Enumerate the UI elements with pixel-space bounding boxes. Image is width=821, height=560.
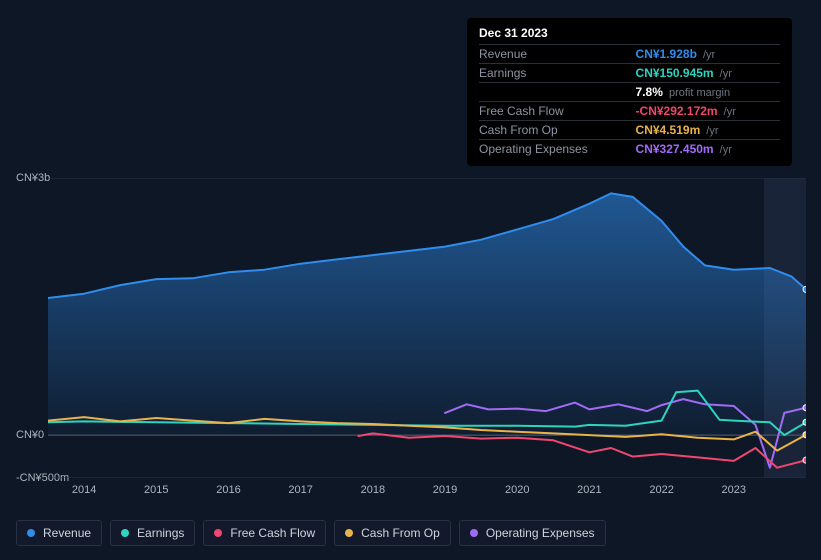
- tooltip-metric-value: -CN¥292.172m /yr: [636, 102, 780, 121]
- tooltip-metric-label: Revenue: [479, 45, 636, 64]
- legend-dot: [27, 529, 35, 537]
- legend-item-operating-expenses[interactable]: Operating Expenses: [459, 520, 606, 546]
- x-axis-tick-label: 2021: [577, 484, 601, 496]
- y-axis-tick-label: CN¥3b: [16, 172, 50, 184]
- tooltip-row: 7.8% profit margin: [479, 83, 780, 102]
- legend-item-free-cash-flow[interactable]: Free Cash Flow: [203, 520, 326, 546]
- tooltip-metric-label: Earnings: [479, 64, 636, 83]
- tooltip-metric-label: [479, 83, 636, 102]
- legend-item-revenue[interactable]: Revenue: [16, 520, 102, 546]
- tooltip-metric-label: Cash From Op: [479, 121, 636, 140]
- chart-plot-area[interactable]: [48, 178, 806, 478]
- legend-item-cash-from-op[interactable]: Cash From Op: [334, 520, 451, 546]
- tooltip-row: Free Cash Flow-CN¥292.172m /yr: [479, 102, 780, 121]
- data-tooltip: Dec 31 2023 RevenueCN¥1.928b /yrEarnings…: [467, 18, 792, 166]
- x-axis-tick-label: 2015: [144, 484, 168, 496]
- chart-legend: Revenue Earnings Free Cash Flow Cash From O…: [16, 520, 606, 546]
- legend-dot: [214, 529, 222, 537]
- legend-label: Operating Expenses: [486, 526, 595, 540]
- x-axis-tick-label: 2020: [505, 484, 529, 496]
- tooltip-row: Cash From OpCN¥4.519m /yr: [479, 121, 780, 140]
- legend-dot: [470, 529, 478, 537]
- tooltip-metric-value: CN¥150.945m /yr: [636, 64, 780, 83]
- x-axis-tick-label: 2019: [433, 484, 457, 496]
- legend-label: Revenue: [43, 526, 91, 540]
- legend-label: Cash From Op: [361, 526, 440, 540]
- financials-chart: CN¥3bCN¥0-CN¥500m 2014201520162017201820…: [16, 158, 806, 488]
- tooltip-metric-value: 7.8% profit margin: [636, 83, 780, 102]
- legend-dot: [345, 529, 353, 537]
- tooltip-metric-label: Free Cash Flow: [479, 102, 636, 121]
- tooltip-metric-value: CN¥4.519m /yr: [636, 121, 780, 140]
- legend-label: Free Cash Flow: [230, 526, 315, 540]
- legend-label: Earnings: [137, 526, 184, 540]
- tooltip-metric-label: Operating Expenses: [479, 140, 636, 159]
- x-axis-tick-label: 2016: [216, 484, 240, 496]
- x-axis-tick-label: 2023: [722, 484, 746, 496]
- tooltip-metric-value: CN¥327.450m /yr: [636, 140, 780, 159]
- tooltip-row: RevenueCN¥1.928b /yr: [479, 45, 780, 64]
- tooltip-table: RevenueCN¥1.928b /yrEarningsCN¥150.945m …: [479, 44, 780, 158]
- tooltip-row: Operating ExpensesCN¥327.450m /yr: [479, 140, 780, 159]
- y-axis-tick-label: CN¥0: [16, 429, 44, 441]
- x-axis-tick-label: 2014: [72, 484, 96, 496]
- legend-item-earnings[interactable]: Earnings: [110, 520, 195, 546]
- legend-dot: [121, 529, 129, 537]
- x-axis-tick-label: 2018: [361, 484, 385, 496]
- tooltip-row: EarningsCN¥150.945m /yr: [479, 64, 780, 83]
- x-axis-tick-label: 2022: [649, 484, 673, 496]
- x-axis-tick-label: 2017: [288, 484, 312, 496]
- tooltip-date: Dec 31 2023: [479, 26, 780, 40]
- tooltip-metric-value: CN¥1.928b /yr: [636, 45, 780, 64]
